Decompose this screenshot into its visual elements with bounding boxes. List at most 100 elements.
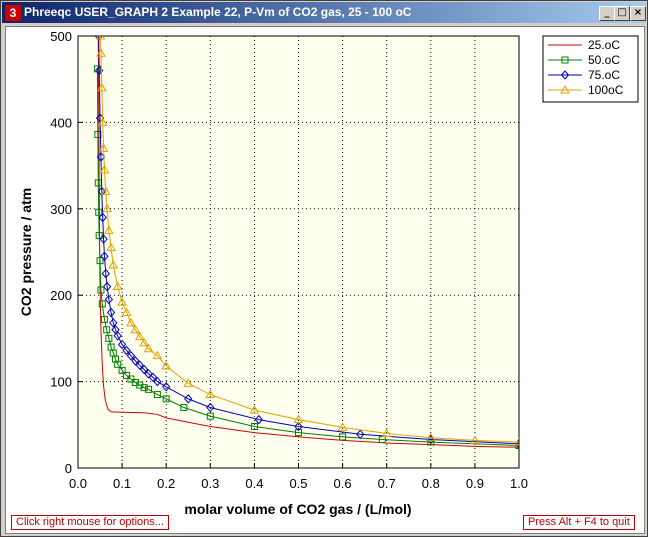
y-tick-label: 100 xyxy=(50,375,72,390)
window-title: Phreeqc USER_GRAPH 2 Example 22, P-Vm of… xyxy=(24,5,412,19)
data-point xyxy=(206,402,215,413)
data-point xyxy=(381,428,392,437)
data-point xyxy=(96,48,106,57)
data-point xyxy=(98,143,109,152)
data-point xyxy=(249,405,260,414)
data-point xyxy=(184,394,193,404)
data-point xyxy=(96,152,106,162)
data-point xyxy=(514,437,519,446)
y-axis-label: CO2 pressure / atm xyxy=(18,188,34,316)
data-point xyxy=(96,257,104,265)
data-point xyxy=(139,337,150,347)
data-point xyxy=(126,317,136,327)
data-point xyxy=(97,286,105,294)
legend-label: 75.oC xyxy=(588,68,620,82)
data-point xyxy=(98,300,106,308)
data-point xyxy=(140,384,148,392)
data-point xyxy=(145,385,153,393)
x-tick-label: 0.8 xyxy=(422,476,440,491)
series-layer xyxy=(93,36,519,450)
legend-label: 25.oC xyxy=(588,38,620,52)
data-point xyxy=(126,350,136,361)
legend-marker xyxy=(561,56,569,64)
data-point xyxy=(99,164,110,174)
data-point xyxy=(161,361,172,370)
data-point xyxy=(139,364,149,375)
data-point xyxy=(337,422,348,431)
data-point xyxy=(114,360,122,368)
data-point xyxy=(106,242,116,252)
data-point xyxy=(294,421,303,432)
data-point xyxy=(206,412,214,420)
data-point xyxy=(148,372,158,383)
grid xyxy=(78,36,519,468)
data-point xyxy=(183,378,194,387)
y-tick-label: 200 xyxy=(50,288,72,303)
close-button[interactable]: × xyxy=(630,6,646,21)
data-point xyxy=(101,268,110,279)
data-point xyxy=(117,297,127,306)
data-point xyxy=(94,36,103,41)
data-point xyxy=(153,376,162,387)
pv-chart[interactable]: 0.0 0.1 0.2 0.3 0.4 0.5 0.6 0.7 0.8 0.9 1.0 0 100 200… xyxy=(6,27,644,533)
maximize-button[interactable]: □ xyxy=(614,6,630,21)
series-25oc xyxy=(97,36,519,448)
chart-area[interactable]: 0.0 0.1 0.2 0.3 0.4 0.5 0.6 0.7 0.8 0.9 1.0 0 100 200… xyxy=(5,26,645,534)
data-point xyxy=(131,356,140,366)
y-tick-label: 400 xyxy=(50,115,72,130)
data-point xyxy=(112,281,123,291)
data-point xyxy=(95,232,103,240)
x-tick-label: 0.0 xyxy=(69,476,87,491)
series-75oc xyxy=(94,36,519,449)
y-tick-label: 0 xyxy=(65,461,72,476)
data-point xyxy=(95,36,106,40)
data-point xyxy=(117,339,127,350)
x-tick-label: 0.2 xyxy=(157,476,175,491)
data-point xyxy=(254,414,263,425)
data-point xyxy=(470,435,480,444)
data-point xyxy=(111,355,119,363)
data-point xyxy=(425,432,436,442)
series-line xyxy=(97,36,519,448)
data-point xyxy=(250,423,258,431)
data-point xyxy=(97,117,108,126)
data-point xyxy=(104,294,114,305)
legend-marker xyxy=(560,84,570,94)
data-point xyxy=(152,350,163,360)
data-point xyxy=(143,343,154,353)
data-point xyxy=(118,366,126,374)
x-tick-label: 0.6 xyxy=(334,476,352,491)
title-bar[interactable]: 3 Phreeqc USER_GRAPH 2 Example 22, P-Vm … xyxy=(2,2,646,23)
data-point xyxy=(95,208,103,216)
status-quit-hint: Press Alt + F4 to quit xyxy=(523,515,635,530)
data-point xyxy=(135,360,144,370)
legend-label: 100oC xyxy=(588,83,624,97)
minimize-button[interactable]: _ xyxy=(599,6,615,21)
x-tick-label: 0.4 xyxy=(245,476,263,491)
status-options-hint: Click right mouse for options... xyxy=(11,515,169,530)
x-tick-label: 0.7 xyxy=(378,476,396,491)
app-icon: 3 xyxy=(5,5,21,21)
x-tick-label: 0.3 xyxy=(201,476,219,491)
legend-marker xyxy=(560,70,570,80)
y-tick-label: 300 xyxy=(50,202,72,217)
data-point xyxy=(356,429,365,440)
data-point xyxy=(99,234,108,244)
y-tick-label: 500 xyxy=(50,29,72,44)
data-point xyxy=(122,345,131,356)
data-point xyxy=(153,391,161,399)
data-point xyxy=(100,251,109,262)
x-tick-label: 0.5 xyxy=(289,476,307,491)
data-point xyxy=(180,404,188,412)
data-point xyxy=(339,433,347,441)
data-point xyxy=(104,225,114,234)
data-point xyxy=(108,259,119,269)
data-point xyxy=(96,82,107,92)
x-axis-label: molar volume of CO2 gas / (L/mol) xyxy=(184,501,411,517)
data-point xyxy=(121,307,132,316)
data-point xyxy=(162,382,171,392)
data-point xyxy=(205,389,216,399)
data-point xyxy=(103,326,111,334)
